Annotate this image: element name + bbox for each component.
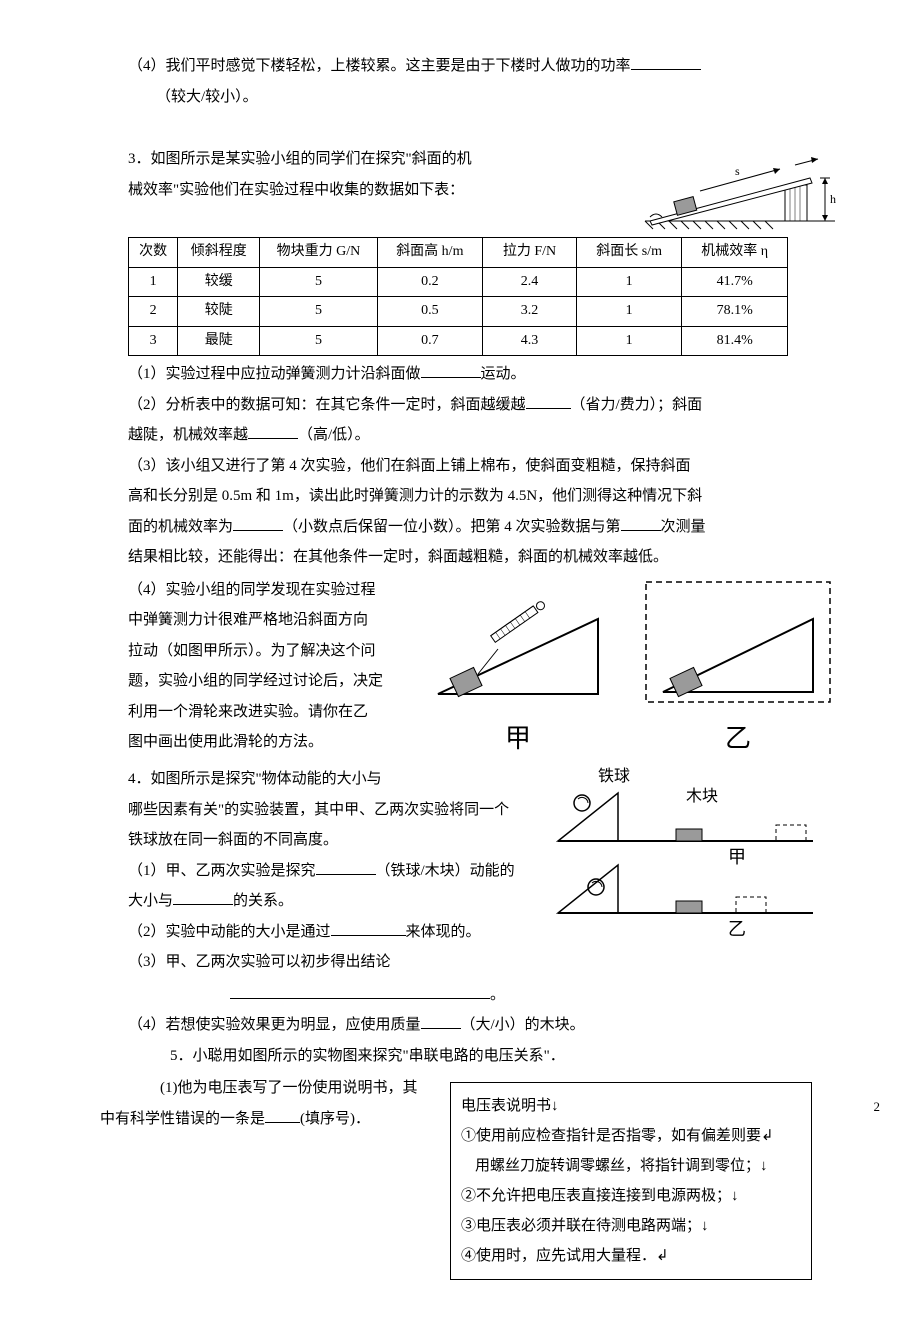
note-item: 用螺丝刀旋转调零螺丝，将指针调到零位；↓ [475, 1151, 801, 1181]
q4-p1: （1）甲、乙两次实验是探究（铁球/木块）动能的 [128, 857, 538, 886]
q3-intro-l1: 3．如图所示是某实验小组的同学们在探究"斜面的机 [128, 145, 640, 174]
q-prev-part4-l2: （较大/较小）。 [156, 83, 840, 112]
note-item: ①使用前应检查指针是否指零，如有偏差则要↲ [461, 1121, 801, 1151]
q4-p1b: 大小与的关系。 [128, 887, 538, 916]
blank [526, 393, 571, 409]
blank [233, 515, 283, 531]
q3-p3a: （3）该小组又进行了第 4 次实验，他们在斜面上铺上棉布，使斜面变粗糙，保持斜面 [128, 452, 840, 481]
q3-p4-l: 图中画出使用此滑轮的方法。 [128, 728, 408, 757]
label-block: 木块 [686, 787, 718, 805]
label-yi: 乙 [638, 714, 838, 763]
blank [316, 859, 376, 875]
q5-p1a: (1)他为电压表写了一份使用说明书，其 [160, 1074, 430, 1103]
q-prev-part4: （4）我们平时感觉下楼轻松，上楼较累。这主要是由于下楼时人做功的功率 [128, 52, 840, 81]
q3-p3b: 高和长分别是 0.5m 和 1m，读出此时弹簧测力计的示数为 4.5N，他们测得… [128, 482, 840, 511]
q5-title: 5．小聪用如图所示的实物图来探究"串联电路的电压关系"． [170, 1042, 840, 1071]
blank [621, 515, 661, 531]
q3-table: 次数 倾斜程度 物块重力 G/N 斜面高 h/m 拉力 F/N 斜面长 s/m … [128, 237, 788, 356]
blank [331, 920, 406, 936]
note-item: ④使用时，应先试用大量程．↲ [461, 1241, 801, 1271]
q3-p1: （1）实验过程中应拉动弹簧测力计沿斜面做运动。 [128, 360, 840, 389]
q5-p1b: 中有科学性错误的一条是(填序号)． [100, 1105, 430, 1134]
q3-p3f: 结果相比较，还能得出：在其他条件一定时，斜面越粗糙，斜面的机械效率越低。 [128, 543, 840, 572]
table-header: 次数 倾斜程度 物块重力 G/N 斜面高 h/m 拉力 F/N 斜面长 s/m … [129, 238, 788, 268]
q3-p4-l: 拉动（如图甲所示）。为了解决这个问 [128, 637, 408, 666]
svg-text:乙: 乙 [728, 919, 746, 939]
blank [421, 362, 481, 378]
q3-p4-l: 题，实验小组的同学经过讨论后，决定 [128, 667, 408, 696]
q3-p4-l: 利用一个滑轮来改进实验。请你在乙 [128, 698, 408, 727]
q3-p2: （2）分析表中的数据可知：在其它条件一定时，斜面越缓越（省力/费力）；斜面 [128, 391, 840, 420]
q4-row: 4．如图所示是探究"物体动能的大小与 哪些因素有关"的实验装置，其中甲、乙两次实… [100, 763, 840, 979]
note-item: ②不允许把电压表直接连接到电源两极；↓ [461, 1181, 801, 1211]
blank [265, 1107, 300, 1123]
label-ball: 铁球 [598, 767, 630, 785]
q5-note-box: 电压表说明书↓ ①使用前应检查指针是否指零，如有偏差则要↲ 用螺丝刀旋转调零螺丝… [450, 1082, 812, 1280]
q4-l2a: 哪些因素有关"的实验装置，其中甲、乙两次实验将同一个 [128, 796, 538, 825]
q4-conclusion-blank: 。 [230, 981, 840, 1010]
table-row: 2较陡50.53.2178.1% [129, 297, 788, 327]
svg-text:h: h [830, 192, 836, 206]
svg-text:s: s [735, 164, 740, 178]
blank [230, 983, 490, 999]
q4-p3: （3）甲、乙两次实验可以初步得出结论 [128, 948, 538, 977]
q4-title: 4．如图所示是探究"物体动能的大小与 [128, 765, 538, 794]
q3-p4-row: （4）实验小组的同学发现在实验过程 中弹簧测力计很难严格地沿斜面方向 拉动（如图… [100, 574, 840, 763]
q3-intro-row: 3．如图所示是某实验小组的同学们在探究"斜面的机 械效率"实验他们在实验过程中收… [100, 143, 840, 233]
note-item: ③电压表必须并联在待测电路两端；↓ [461, 1211, 801, 1241]
q3-fig-yi: 乙 [638, 574, 838, 763]
q3-intro-l2: 械效率"实验他们在实验过程中收集的数据如下表： [128, 176, 640, 205]
q4-fig: 铁球 木块 甲 乙 [548, 763, 828, 943]
q4-l2b: 铁球放在同一斜面的不同高度。 [128, 826, 538, 855]
q3-p4-l: 中弹簧测力计很难严格地沿斜面方向 [128, 606, 408, 635]
table-row: 1较缓50.22.4141.7% [129, 267, 788, 297]
q4-p2: （2）实验中动能的大小是通过来体现的。 [128, 918, 538, 947]
q5-row: (1)他为电压表写了一份使用说明书，其 中有科学性错误的一条是(填序号)． 电压… [100, 1072, 840, 1280]
note-title: 电压表说明书↓ [461, 1091, 801, 1121]
label-jia: 甲 [418, 714, 618, 763]
q3-p2b: 越陡，机械效率越（高/低）。 [128, 421, 840, 450]
blank [421, 1013, 461, 1029]
q3-incline-fig: s h [640, 143, 840, 233]
q3-p3c: 面的机械效率为（小数点后保留一位小数）。把第 4 次实验数据与第次测量 [128, 513, 840, 542]
svg-text:甲: 甲 [728, 847, 746, 867]
blank [248, 423, 298, 439]
blank [631, 54, 701, 70]
blank [173, 889, 233, 905]
page-number: 2 [874, 1095, 881, 1120]
q3-fig-jia: 甲 [418, 574, 618, 763]
q3-p4-l: （4）实验小组的同学发现在实验过程 [128, 576, 408, 605]
q4-p4: （4）若想使实验效果更为明显，应使用质量（大/小）的木块。 [128, 1011, 840, 1040]
table-row: 3最陡50.74.3181.4% [129, 326, 788, 356]
